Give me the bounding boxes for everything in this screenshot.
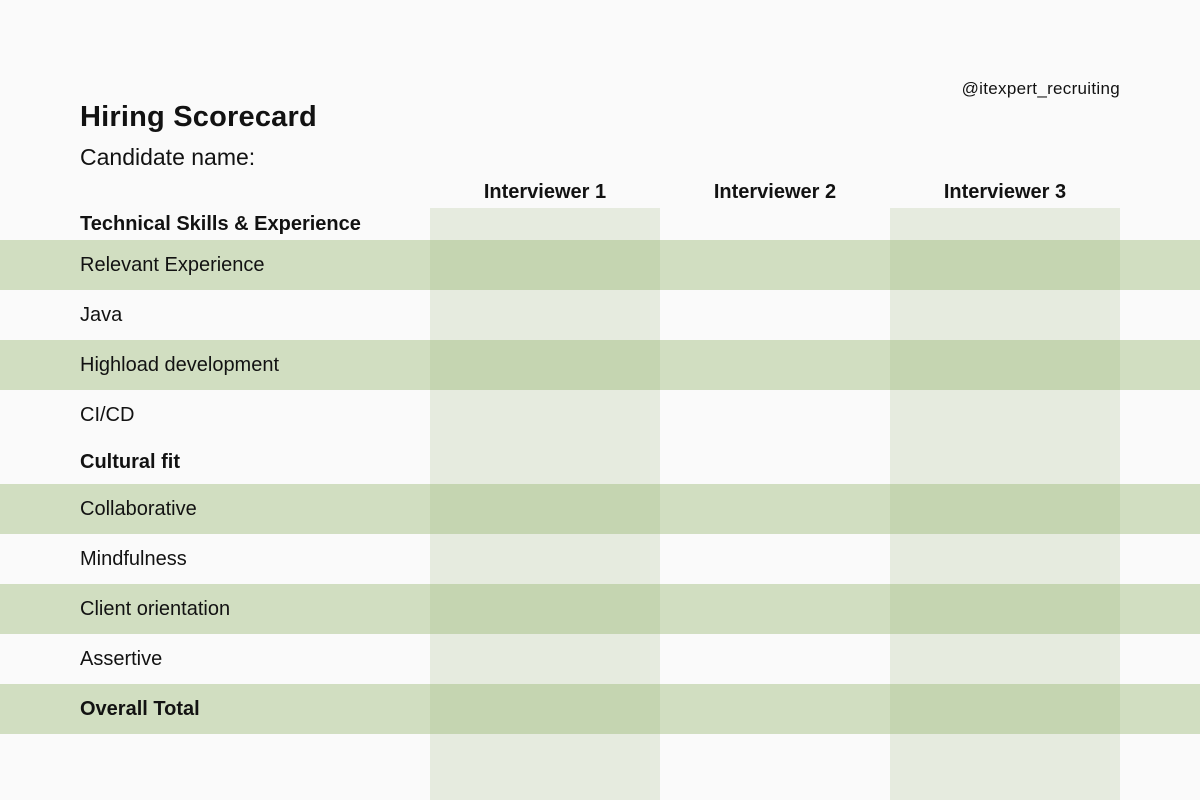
brand-handle: @itexpert_recruiting [961,79,1120,98]
row-label: Java [80,303,123,326]
row-label: Cultural fit [80,450,180,473]
row-label: CI/CD [80,403,135,426]
row-label: Overall Total [80,697,200,720]
interviewer-column-header: Interviewer 3 [943,180,1067,203]
score-cell [890,240,1120,290]
score-cell [430,684,660,734]
score-cell [430,484,660,534]
score-cell [430,584,660,634]
page-title: Hiring Scorecard [80,101,317,133]
candidate-name-label: Candidate name: [80,144,256,170]
row-label: Mindfulness [80,547,187,570]
row-label: Technical Skills & Experience [80,212,361,235]
interviewer-column-header: Interviewer 1 [483,180,607,203]
score-cell [890,484,1120,534]
row-label: Relevant Experience [80,253,265,276]
score-cell [890,684,1120,734]
row-label: Client orientation [80,597,231,620]
interviewer-column-header: Interviewer 2 [713,180,837,203]
row-label: Collaborative [80,497,197,520]
row-label: Highload development [80,353,280,376]
score-cell [890,584,1120,634]
score-cell [430,240,660,290]
row-label: Assertive [80,647,163,670]
score-cell [890,340,1120,390]
score-cell [430,340,660,390]
